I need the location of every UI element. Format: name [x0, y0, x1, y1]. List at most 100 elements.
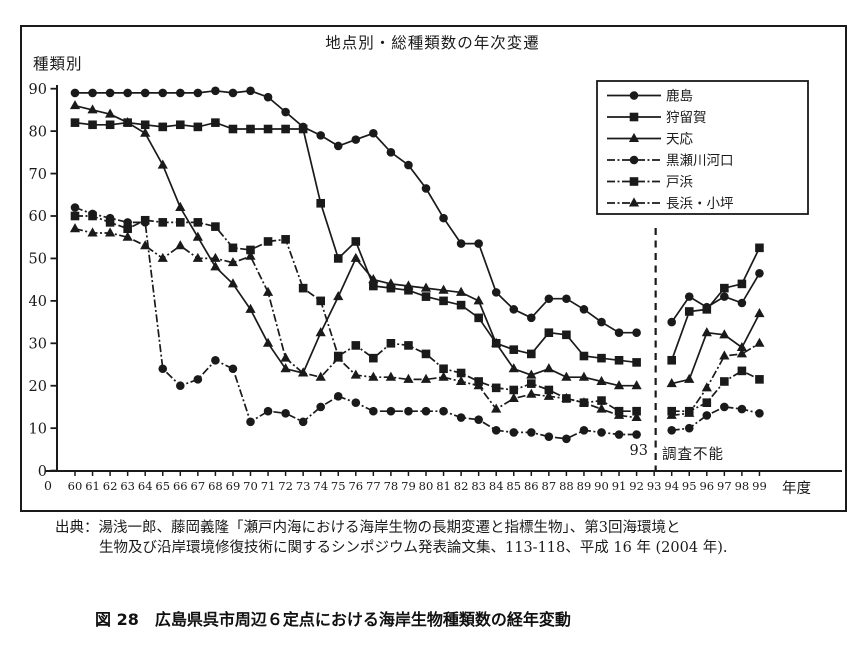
circle-marker: [263, 92, 273, 102]
square-marker: [439, 364, 448, 374]
triangle-marker: [420, 373, 432, 383]
tick-label: 95: [682, 479, 697, 493]
triangle-marker: [140, 240, 151, 250]
square-marker: [720, 377, 729, 386]
circle-marker: [509, 305, 519, 314]
triangle-marker: [701, 382, 712, 392]
square-marker: [386, 283, 396, 293]
triangle-marker: [192, 252, 203, 262]
y-axis-title: 種類別: [33, 55, 83, 73]
square-marker: [140, 120, 150, 130]
legend-label: 鹿島: [666, 88, 693, 105]
square-marker: [105, 120, 115, 130]
circle-marker: [211, 355, 220, 365]
legend-item-karuga: 狩留賀: [607, 110, 707, 126]
square-marker: [629, 112, 639, 122]
triangle-marker: [87, 104, 98, 114]
circle-marker: [369, 406, 378, 416]
tick-label: 86: [524, 479, 539, 493]
series-tohama: [70, 211, 764, 416]
square-marker: [527, 349, 536, 359]
circle-marker: [386, 406, 396, 416]
triangle-marker: [754, 337, 765, 347]
gap-note-label: 調査不能: [662, 447, 724, 463]
triangle-marker: [491, 403, 502, 413]
square-marker: [491, 383, 501, 393]
triangle-marker: [245, 250, 256, 260]
series-tenno: [69, 100, 765, 390]
triangle-marker: [438, 371, 449, 381]
circle-marker: [351, 135, 361, 144]
series-kurose-kawaguchi: [70, 203, 764, 444]
square-marker: [298, 124, 308, 134]
tick-label: 82: [454, 479, 469, 493]
circle-marker: [544, 294, 554, 304]
circle-marker: [193, 88, 203, 98]
square-marker: [702, 398, 712, 408]
square-marker: [140, 215, 150, 225]
tick-label: 80: [419, 479, 434, 493]
circle-marker: [176, 88, 185, 98]
square-marker: [316, 198, 325, 208]
triangle-marker: [631, 380, 642, 390]
tick-label: 88: [559, 479, 574, 493]
square-marker: [316, 296, 325, 306]
tick-label: 10: [29, 421, 47, 437]
circle-marker: [176, 381, 185, 391]
legend-item-tohama: 戸浜: [607, 175, 693, 191]
square-marker: [667, 355, 676, 365]
square-marker: [333, 254, 343, 263]
circle-marker: [333, 141, 343, 151]
tick-label: 0: [44, 478, 52, 493]
legend-label: 天応: [666, 132, 694, 148]
square-marker: [614, 355, 624, 365]
square-marker: [70, 118, 80, 127]
triangle-marker: [666, 409, 677, 419]
square-marker: [246, 124, 255, 134]
series-nagahama-kotsubo: [69, 223, 765, 422]
circle-marker: [755, 409, 764, 418]
figure-caption: 図 28 広島県呉市周辺６定点における海岸生物種類数の経年変動: [95, 610, 571, 629]
source-citation-line2: 生物及び沿岸環境修復技術に関するシンポジウム発表論文集、113-118、平成 1…: [99, 540, 728, 556]
circle-marker: [629, 155, 639, 165]
square-marker: [544, 385, 554, 395]
triangle-marker: [631, 411, 642, 422]
circle-marker: [527, 428, 536, 437]
triangle-marker: [736, 348, 747, 358]
square-marker: [211, 118, 220, 127]
triangle-marker: [736, 341, 747, 352]
triangle-marker: [280, 352, 291, 362]
circle-marker: [246, 86, 255, 96]
chart-title: 地点別・総種類数の年次変遷: [325, 34, 540, 52]
circle-marker: [579, 425, 589, 435]
triangle-marker: [473, 295, 484, 305]
square-marker: [632, 406, 641, 416]
tick-label: 83: [471, 479, 486, 493]
square-marker: [228, 243, 238, 253]
tick-label: 74: [313, 479, 328, 493]
tick-label: 0: [38, 464, 47, 480]
circle-marker: [88, 88, 97, 98]
triangle-marker: [280, 363, 291, 373]
circle-marker: [562, 434, 571, 444]
triangle-marker: [543, 363, 554, 373]
circle-marker: [579, 305, 589, 314]
square-marker: [351, 237, 361, 246]
triangle-marker: [403, 280, 414, 290]
square-marker: [88, 120, 97, 130]
tick-label: 73: [296, 479, 311, 493]
square-marker: [263, 237, 273, 246]
circle-marker: [281, 107, 290, 117]
legend-item-kashima: 鹿島: [607, 88, 693, 105]
square-marker: [193, 218, 203, 227]
square-marker: [211, 222, 220, 231]
triangle-marker: [666, 378, 677, 388]
circle-marker: [333, 392, 343, 401]
circle-marker: [474, 239, 483, 248]
circle-marker: [667, 425, 676, 435]
triangle-marker: [526, 369, 537, 379]
triangle-marker: [157, 252, 168, 262]
triangle-marker: [87, 227, 98, 237]
circle-marker: [140, 88, 150, 98]
